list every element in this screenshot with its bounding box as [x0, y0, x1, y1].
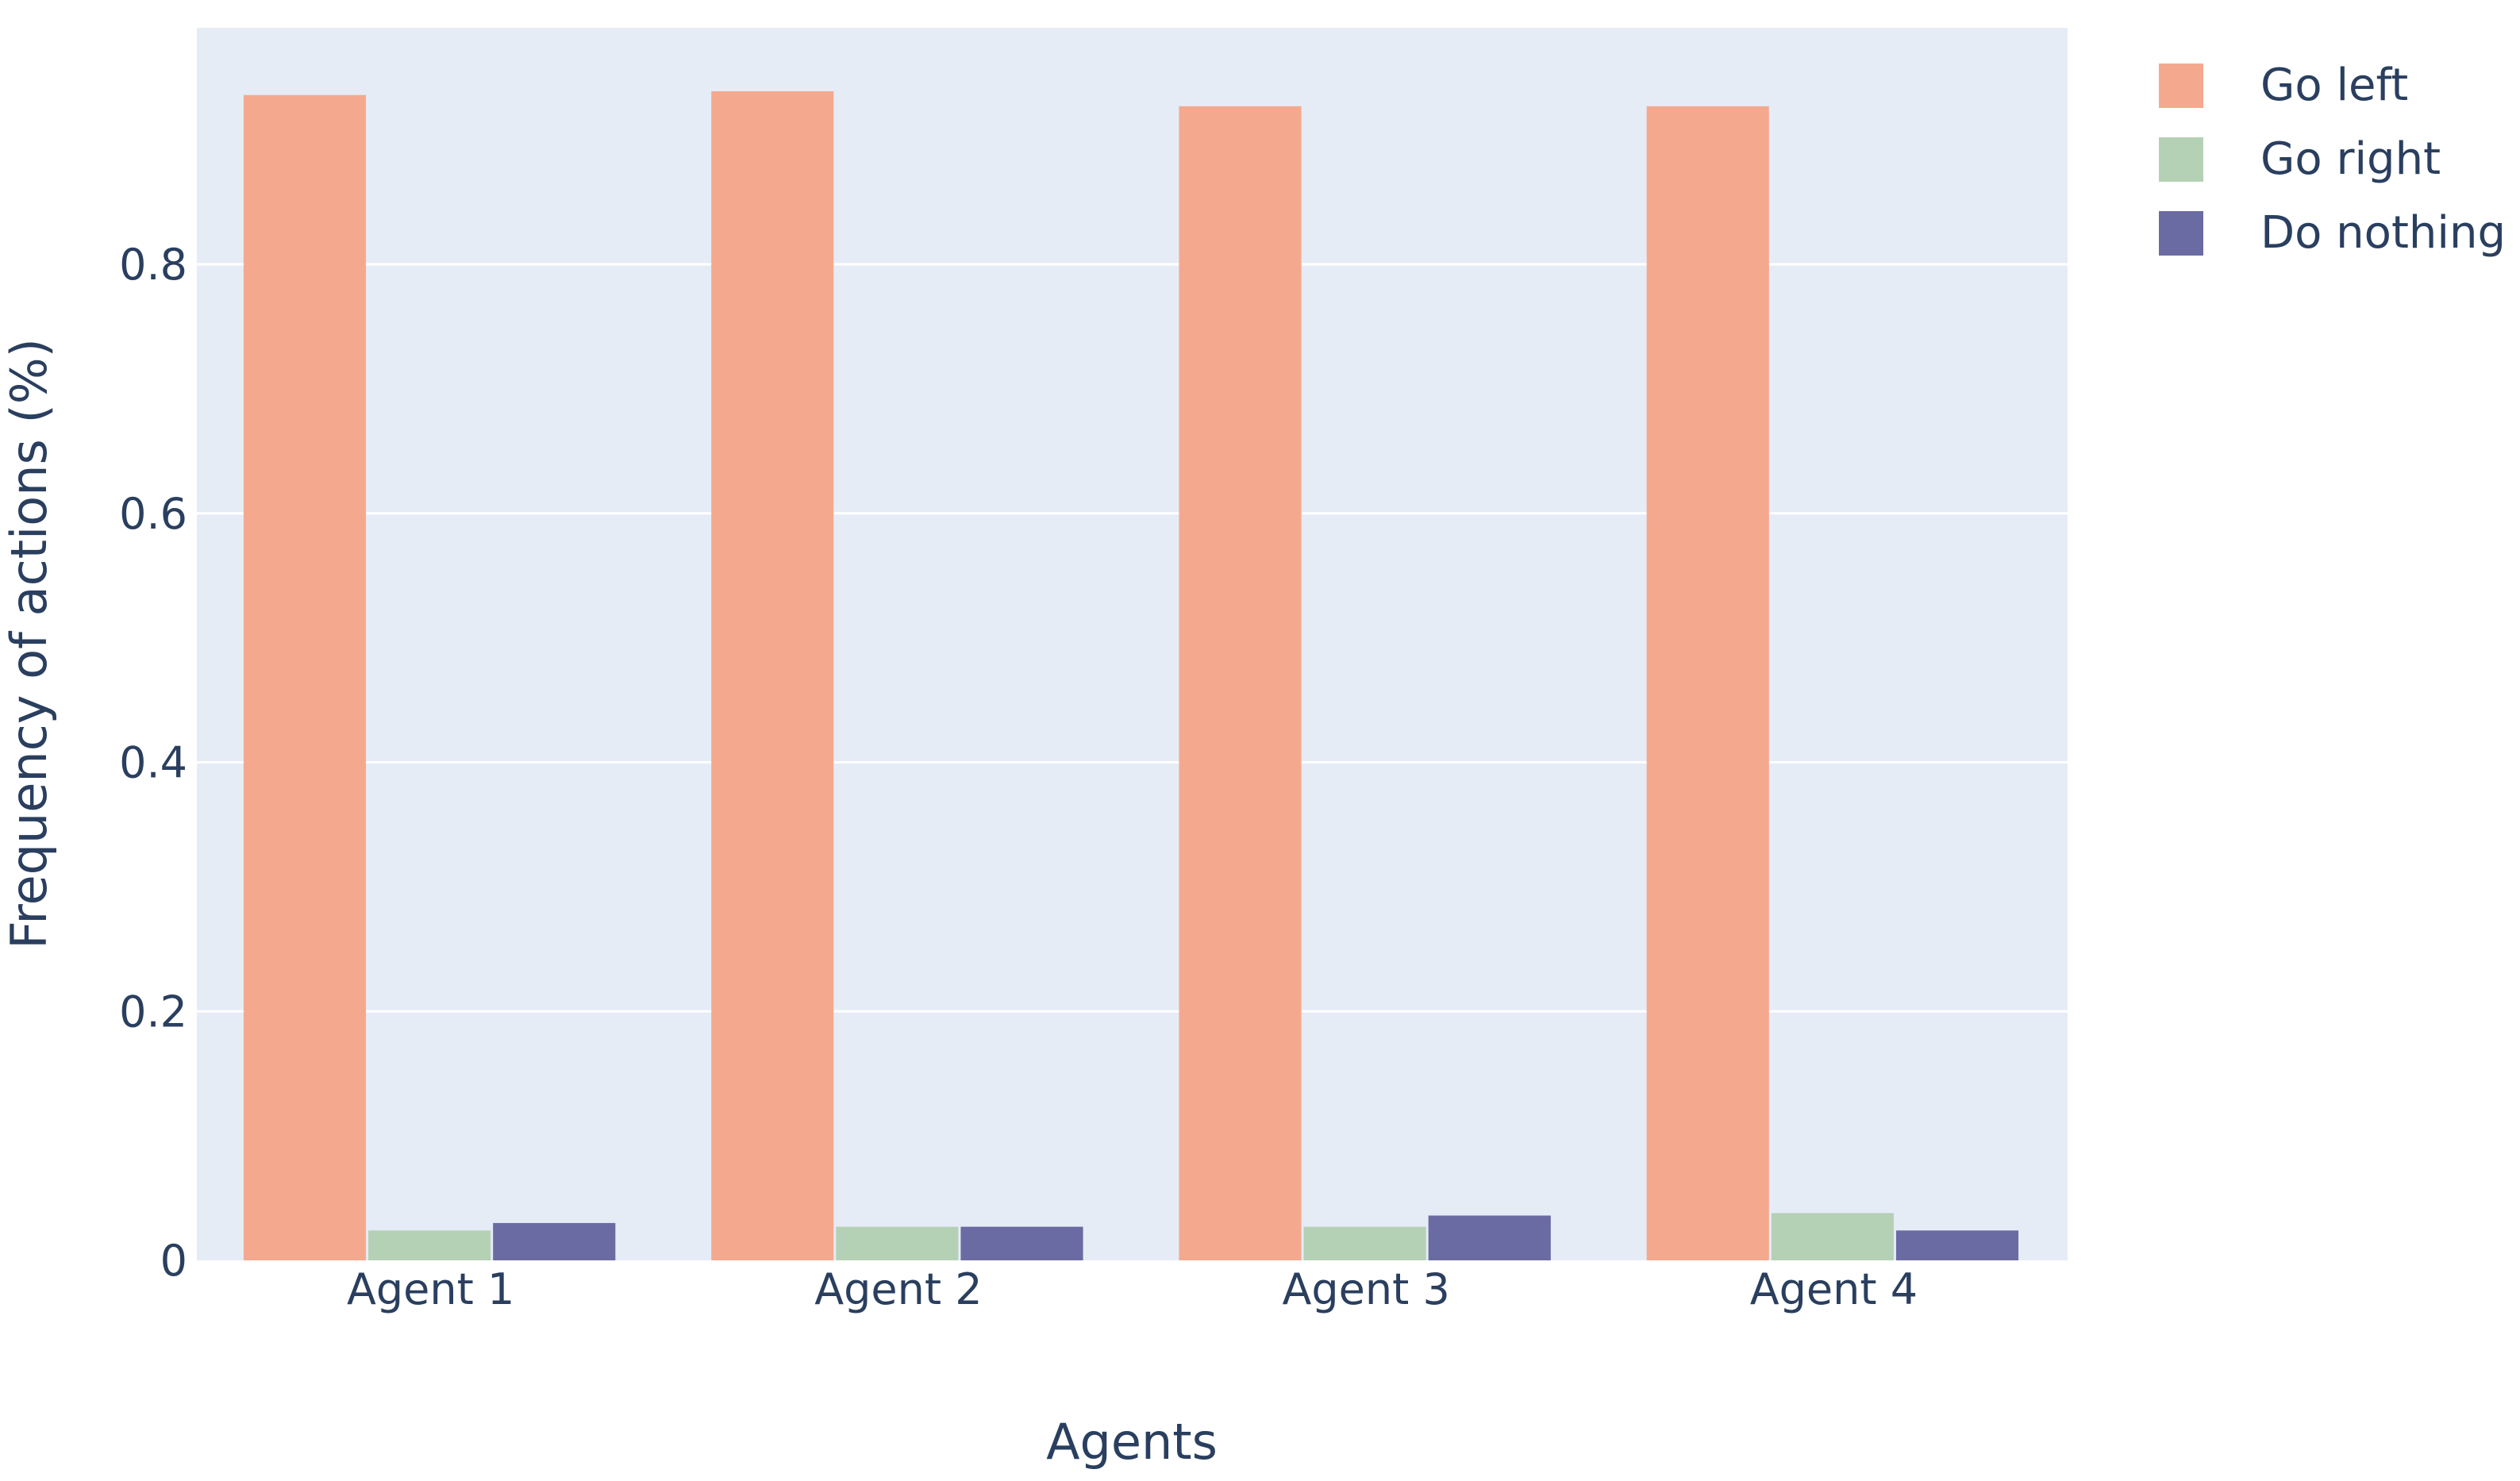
x-axis-ticks: Agent 1 Agent 2 Agent 3 Agent 4 [347, 1264, 1918, 1314]
bar-go-left-3 [1179, 106, 1302, 1260]
bar-go-right-2 [836, 1226, 959, 1260]
x-tick-label: Agent 3 [1282, 1264, 1449, 1314]
y-tick-label: 0.4 [119, 738, 187, 788]
x-tick-label: Agent 2 [814, 1264, 982, 1314]
bars [243, 91, 2019, 1260]
legend-swatch [2159, 63, 2203, 108]
y-tick-label: 0.6 [119, 489, 187, 539]
y-tick-label: 0.8 [119, 240, 187, 290]
bar-do-nothing-2 [960, 1226, 1083, 1260]
y-tick-label: 0.2 [119, 987, 187, 1037]
legend: Go left Go right Do nothing [2159, 60, 2506, 259]
legend-label: Go right [2260, 133, 2441, 185]
legend-swatch [2159, 211, 2203, 256]
bar-do-nothing-3 [1428, 1215, 1551, 1260]
bar-go-right-1 [368, 1230, 491, 1260]
bar-go-left-2 [711, 91, 834, 1260]
y-axis-ticks: 0 0.2 0.4 0.6 0.8 [119, 240, 187, 1286]
y-axis-title: Frequency of actions (%) [0, 338, 58, 949]
x-tick-label: Agent 1 [347, 1264, 514, 1314]
bar-go-right-4 [1771, 1213, 1894, 1260]
legend-label: Go left [2260, 60, 2408, 111]
x-axis-title: Agents [1046, 1413, 1218, 1471]
legend-label: Do nothing [2260, 207, 2506, 259]
bar-go-left-4 [1646, 106, 1769, 1260]
x-tick-label: Agent 4 [1750, 1264, 1918, 1314]
legend-swatch [2159, 137, 2203, 182]
bar-do-nothing-4 [1895, 1230, 2019, 1260]
bar-go-left-1 [243, 94, 367, 1260]
y-tick-label: 0 [160, 1236, 187, 1286]
bar-go-right-3 [1303, 1226, 1426, 1260]
bar-do-nothing-1 [493, 1222, 616, 1260]
plot-area [197, 28, 2068, 1260]
